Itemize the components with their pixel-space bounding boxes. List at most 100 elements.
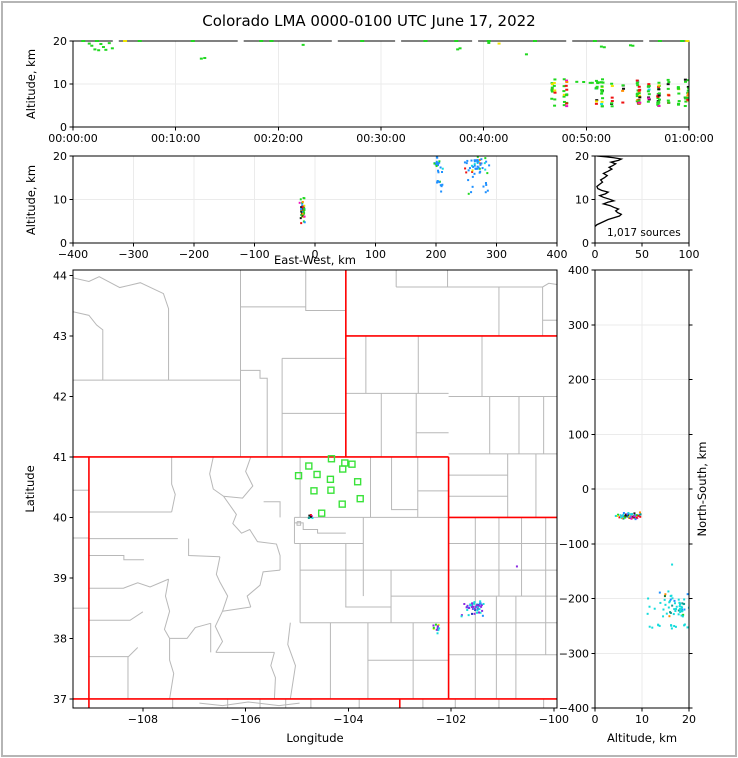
x-tick-label: 0 xyxy=(592,248,599,261)
x-tick-label: −104 xyxy=(333,713,363,726)
time-altitude-panel: 00:00:00 00:10:00 00:20:00 00:30:00 00:40:00… xyxy=(48,35,713,145)
axis-ticks: 0 50 100 0 10 20 xyxy=(575,150,700,261)
scatter-cluster xyxy=(653,590,689,618)
station-square-icon xyxy=(327,486,335,494)
ns-panel-y-axis-label: North-South, km xyxy=(695,441,709,537)
gridlines xyxy=(595,270,689,708)
axis-ticks: −400 −300 −200 −100 0 100 200 300 400 0 10 20 xyxy=(53,150,568,261)
station-square-icon xyxy=(339,465,347,473)
east-west-altitude-panel: −400 −300 −200 −100 0 100 200 300 400 0 10 20 xyxy=(53,150,568,261)
scatter-cluster xyxy=(432,623,441,635)
ns-panel-x-axis-label: Altitude, km xyxy=(606,731,678,745)
plot-title: Colorado LMA 0000-0100 UTC June 17, 2022 xyxy=(202,12,536,30)
station-square-icon xyxy=(356,494,364,503)
scatter-cluster xyxy=(646,563,674,615)
y-tick-label: 400 xyxy=(568,264,589,277)
scatter-cluster xyxy=(614,511,642,521)
y-tick-label: 43 xyxy=(53,330,67,343)
y-tick-label: 200 xyxy=(568,374,589,387)
north-south-altitude-panel: 0 10 20 −400 −300 −200 −100 0 100 200 300 400 xyxy=(559,264,696,726)
x-tick-label: 400 xyxy=(547,248,568,261)
scatter-cluster xyxy=(648,623,689,630)
y-tick-label: 300 xyxy=(568,319,589,332)
y-tick-label: 42 xyxy=(53,390,67,403)
y-tick-label: 20 xyxy=(53,150,67,163)
scatter-cluster xyxy=(307,514,314,520)
x-tick-label: 00:10:00 xyxy=(151,132,200,145)
x-tick-label: 10 xyxy=(635,713,649,726)
y-tick-label: 100 xyxy=(568,428,589,441)
sources-count-label: 1,017 sources xyxy=(607,227,681,239)
y-tick-label: 44 xyxy=(53,269,67,282)
scatter-cluster xyxy=(463,156,491,182)
y-tick-label: −200 xyxy=(559,593,589,606)
scatter-cluster xyxy=(81,40,685,42)
station-square-icon xyxy=(313,470,321,479)
x-tick-label: −108 xyxy=(128,713,158,726)
map-x-axis-label: Longitude xyxy=(286,731,344,745)
x-tick-label: −100 xyxy=(539,713,569,726)
scatter-cluster xyxy=(550,78,689,108)
y-tick-label: 0 xyxy=(60,237,67,250)
station-square-icon xyxy=(348,460,356,468)
time-panel-y-axis-label: Altitude, km xyxy=(24,48,38,120)
lma-station-markers xyxy=(294,455,364,517)
ew-panel-x-axis-label: East-West, km xyxy=(274,253,356,267)
y-tick-label: −300 xyxy=(559,647,589,660)
x-tick-label: −102 xyxy=(436,713,466,726)
y-tick-label: 40 xyxy=(53,511,67,524)
y-tick-label: 10 xyxy=(53,78,67,91)
scatter-cluster xyxy=(467,182,489,195)
panel-frame xyxy=(72,269,558,709)
x-tick-label: 0 xyxy=(312,248,319,261)
scatter-cluster xyxy=(466,600,484,617)
scatter-cluster xyxy=(436,180,444,193)
y-tick-label: −100 xyxy=(559,538,589,551)
x-tick-label: 00:40:00 xyxy=(459,132,508,145)
panel-content xyxy=(298,156,491,225)
y-tick-label: 37 xyxy=(53,693,67,706)
x-tick-label: 20 xyxy=(682,713,696,726)
panel-content xyxy=(87,41,689,108)
scatter-cluster xyxy=(123,40,690,42)
scatter-cluster xyxy=(298,197,306,225)
station-square-icon xyxy=(326,475,335,484)
x-tick-label: 100 xyxy=(679,248,700,261)
station-square-icon xyxy=(338,500,346,508)
y-tick-label: −400 xyxy=(559,702,589,715)
scatter-cluster xyxy=(112,39,650,43)
y-tick-label: 10 xyxy=(53,194,67,207)
y-tick-label: 38 xyxy=(53,632,67,645)
axis-ticks: 00:00:00 00:10:00 00:20:00 00:30:00 00:40:00… xyxy=(48,35,713,145)
y-tick-label: 0 xyxy=(582,237,589,250)
y-tick-label: 10 xyxy=(575,194,589,207)
station-square-icon xyxy=(327,455,336,463)
scatter-cluster xyxy=(433,156,444,174)
y-tick-label: 41 xyxy=(53,451,67,464)
scatter-cluster xyxy=(87,41,635,60)
x-tick-label: 00:30:00 xyxy=(356,132,405,145)
x-tick-label: −300 xyxy=(118,248,148,261)
x-tick-label: 00:20:00 xyxy=(254,132,303,145)
source-density-profile xyxy=(595,156,624,227)
x-tick-label: 50 xyxy=(635,248,649,261)
station-square-icon xyxy=(317,509,326,517)
panel-content xyxy=(73,270,557,708)
x-tick-label: −200 xyxy=(179,248,209,261)
x-tick-label: 01:00:00 xyxy=(664,132,713,145)
x-tick-label: −100 xyxy=(239,248,269,261)
gridlines xyxy=(73,41,689,127)
scatter-cluster xyxy=(497,42,501,45)
x-tick-label: 00:00:00 xyxy=(48,132,97,145)
scatter-cluster xyxy=(460,602,485,618)
y-tick-label: 0 xyxy=(60,121,67,134)
x-tick-label: 100 xyxy=(365,248,386,261)
panel-content xyxy=(614,511,689,630)
x-tick-label: 200 xyxy=(426,248,447,261)
y-tick-label: 39 xyxy=(53,572,67,585)
map-y-axis-label: Latitude xyxy=(23,465,37,513)
y-tick-label: 20 xyxy=(575,150,589,163)
x-tick-label: 0 xyxy=(592,713,599,726)
station-square-icon xyxy=(353,478,362,486)
